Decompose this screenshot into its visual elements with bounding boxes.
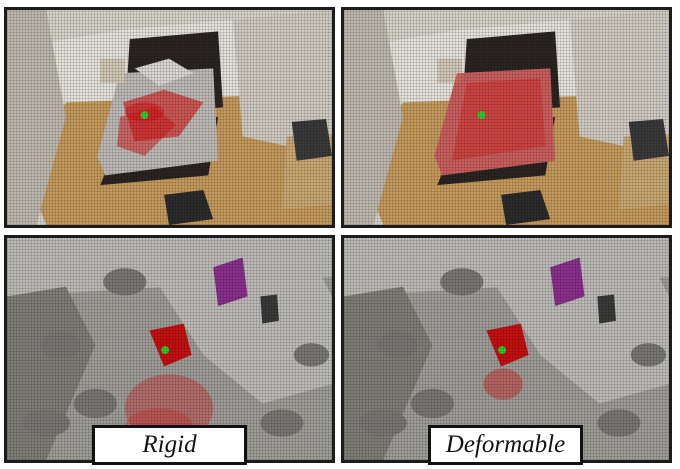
label-deformable: Deformable xyxy=(428,425,583,465)
query-point-marker xyxy=(498,346,507,354)
bedroom-scene-rigid xyxy=(7,10,332,225)
bedroom-scene-deformable xyxy=(344,10,669,225)
label-rigid: Rigid xyxy=(92,425,247,465)
highlight-deformable-chair xyxy=(483,323,529,400)
query-point-marker xyxy=(161,346,170,354)
panel-bedroom-deformable xyxy=(341,7,672,228)
panel-bedroom-rigid xyxy=(4,7,335,228)
query-point-marker xyxy=(477,111,486,119)
query-point-marker xyxy=(140,111,149,119)
office-scene-rigid xyxy=(7,238,332,460)
highlight-deformable-bed xyxy=(434,68,556,176)
office-scene-deformable xyxy=(344,238,669,460)
